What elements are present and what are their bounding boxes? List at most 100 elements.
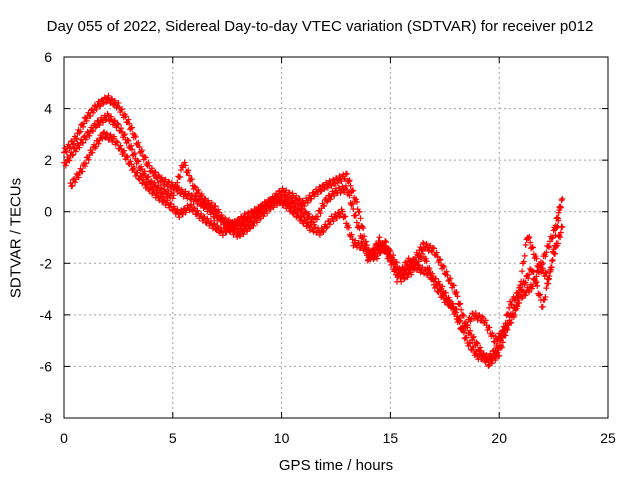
data-point — [518, 278, 525, 285]
data-point — [156, 173, 163, 180]
data-point — [285, 196, 292, 203]
y-tick-label: -4 — [40, 307, 53, 323]
data-point — [472, 310, 479, 317]
data-point — [89, 127, 96, 134]
data-points — [61, 92, 566, 370]
data-point — [396, 271, 403, 278]
data-point — [138, 148, 145, 155]
data-point — [549, 256, 556, 263]
y-tick-label: -8 — [40, 410, 53, 426]
data-point — [86, 132, 93, 139]
data-point — [130, 151, 137, 158]
data-point — [539, 260, 546, 267]
data-point — [158, 174, 165, 181]
data-point — [439, 262, 446, 269]
data-point — [521, 252, 528, 259]
data-point — [142, 154, 149, 161]
data-point — [429, 270, 436, 277]
data-point — [339, 208, 346, 215]
data-point — [131, 150, 138, 157]
data-point — [288, 199, 295, 206]
data-point — [539, 265, 546, 272]
data-point — [218, 212, 225, 219]
data-point — [340, 171, 347, 178]
data-point — [158, 193, 165, 200]
data-point — [522, 279, 529, 286]
data-point — [260, 213, 267, 220]
data-point — [99, 119, 106, 126]
data-point — [543, 285, 550, 292]
data-point — [109, 121, 116, 128]
data-point — [334, 179, 341, 186]
data-point — [533, 255, 540, 262]
data-point — [365, 246, 372, 253]
data-point — [254, 219, 261, 226]
data-point — [121, 131, 128, 138]
data-point — [313, 216, 320, 223]
data-point — [345, 178, 352, 185]
data-point — [405, 255, 412, 262]
data-point — [456, 318, 463, 325]
data-point — [293, 192, 300, 199]
data-point — [72, 179, 79, 186]
data-point — [546, 244, 553, 251]
data-point — [326, 221, 333, 228]
data-point — [514, 303, 521, 310]
data-point — [430, 245, 437, 252]
data-point — [125, 116, 132, 123]
data-point — [288, 204, 295, 211]
data-point — [150, 173, 157, 180]
chart-title: Day 055 of 2022, Sidereal Day-to-day VTE… — [46, 18, 594, 35]
data-point — [454, 293, 461, 300]
data-point — [468, 316, 475, 323]
data-point — [174, 179, 181, 186]
data-point — [216, 209, 223, 216]
data-point — [507, 301, 514, 308]
x-tick-label: 15 — [383, 430, 399, 446]
data-point — [542, 293, 549, 300]
data-point — [537, 291, 543, 298]
data-point — [66, 145, 73, 152]
data-point — [253, 211, 260, 218]
y-tick-label: -6 — [40, 358, 53, 374]
data-point — [393, 278, 400, 285]
data-point — [123, 153, 130, 160]
x-tick-label: 0 — [60, 430, 68, 446]
data-point — [353, 199, 360, 206]
data-point — [376, 234, 383, 241]
data-point — [212, 202, 219, 209]
data-point — [382, 237, 389, 244]
data-point — [545, 276, 552, 283]
data-point — [423, 240, 430, 247]
data-point — [450, 282, 457, 289]
data-point — [552, 232, 559, 239]
data-point — [128, 142, 135, 149]
x-tick-label: 20 — [491, 430, 507, 446]
data-point — [152, 169, 159, 176]
data-point — [188, 176, 195, 183]
data-point — [111, 117, 118, 124]
data-point — [408, 271, 415, 278]
data-point — [191, 183, 198, 190]
data-point — [264, 210, 271, 217]
data-point — [174, 206, 181, 213]
data-point — [470, 333, 477, 340]
data-point — [165, 188, 172, 195]
data-point — [310, 228, 317, 235]
data-point — [176, 214, 183, 221]
data-point — [96, 102, 103, 109]
data-point — [449, 300, 456, 307]
data-point — [527, 239, 534, 246]
data-point — [83, 117, 90, 124]
data-point — [464, 322, 471, 329]
data-point — [121, 147, 128, 154]
data-point — [343, 171, 350, 178]
data-point — [536, 260, 543, 267]
data-point — [476, 312, 483, 319]
data-point — [345, 189, 352, 196]
series-3 — [67, 129, 564, 345]
data-point — [447, 275, 454, 282]
data-point — [530, 269, 537, 276]
data-point — [413, 266, 420, 273]
data-point — [150, 186, 157, 193]
